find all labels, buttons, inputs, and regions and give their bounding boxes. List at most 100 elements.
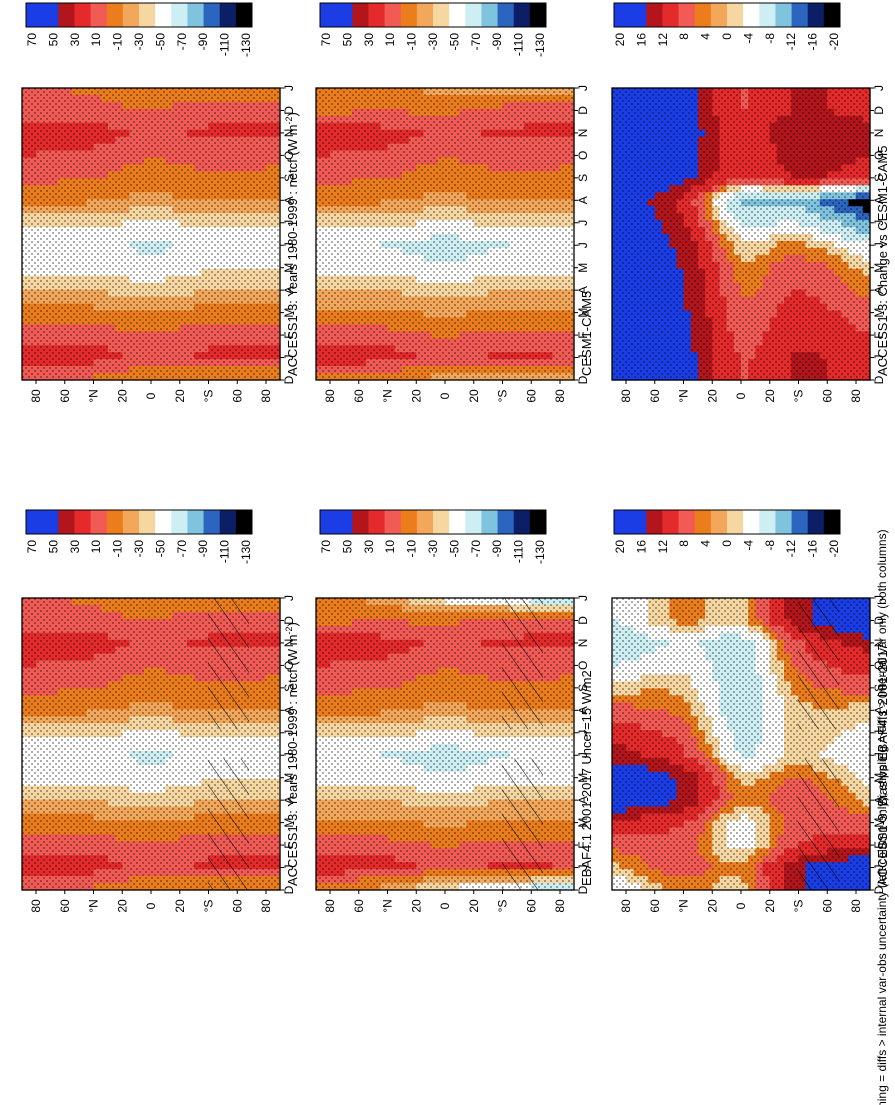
colorbar-label: -10 — [111, 540, 125, 558]
lat-tick-label: °N — [381, 389, 395, 402]
colorbar-swatch — [235, 510, 253, 534]
lat-tick-label: 80 — [29, 389, 43, 403]
lat-tick-label: 60 — [352, 389, 366, 403]
colorbar-swatch — [74, 3, 91, 27]
colorbar-swatch — [187, 3, 204, 27]
colorbar-label: -30 — [132, 33, 146, 51]
colorbar-label: 10 — [89, 33, 103, 47]
month-tick-label: A — [282, 196, 296, 204]
month-tick-label: J — [282, 595, 296, 601]
colorbar-swatch — [497, 3, 515, 27]
colorbar-label: -110 — [512, 33, 526, 56]
lat-tick-label: 80 — [553, 389, 567, 403]
lat-tick-label: 20 — [115, 389, 129, 403]
lat-tick-label: 80 — [259, 389, 273, 403]
colorbar: 70 50 30 10 -10 -30 -50 -70 -90 -110 -130 — [319, 2, 547, 57]
lat-tick-label: 60 — [524, 389, 538, 403]
colorbar-label: -90 — [490, 33, 504, 51]
colorbar-frame — [319, 2, 547, 28]
month-tick-label: J — [576, 242, 590, 248]
colorbar-label: -10 — [111, 33, 125, 51]
colorbar-swatch — [42, 3, 59, 27]
hatching-overlay — [207, 758, 250, 890]
colorbar-label: -110 — [218, 540, 232, 563]
month-tick-label: N — [576, 129, 590, 138]
month-tick-label: J — [282, 355, 296, 361]
colorbar-label: 50 — [340, 33, 354, 47]
colorbar-label: -90 — [196, 33, 210, 51]
lat-tick-label: 60 — [58, 899, 72, 913]
month-tick-label: M — [576, 308, 590, 318]
month-tick-label: A — [576, 196, 590, 204]
lat-tick-label: °N — [87, 899, 101, 912]
month-tick-label: S — [282, 174, 296, 182]
colorbar-label: -50 — [153, 33, 167, 51]
month-tick-label: M — [282, 263, 296, 273]
month-tick-label: D — [282, 375, 296, 384]
month-tick-label: J — [576, 85, 590, 91]
colorbar-label: -10 — [405, 33, 419, 51]
month-tick-label: F — [282, 841, 296, 848]
month-tick-label: J — [576, 220, 590, 226]
colorbar-label: -110 — [218, 33, 232, 56]
month-tick-label: D — [282, 885, 296, 894]
lat-tick-label: °S — [496, 390, 510, 403]
month-tick-label: M — [282, 308, 296, 318]
month-tick-label: J — [282, 730, 296, 736]
colorbar-swatch — [122, 3, 140, 27]
colorbar-swatch — [320, 3, 337, 27]
month-tick-label: S — [282, 684, 296, 692]
colorbar-label: 70 — [25, 540, 39, 554]
lat-tick-label: 60 — [230, 899, 244, 913]
panel-title: CESM1-CAM5 — [579, 291, 594, 376]
colorbar-label: 50 — [46, 540, 60, 554]
lat-tick-label: 80 — [259, 899, 273, 913]
colorbar-swatch — [42, 510, 59, 534]
colorbar-swatch — [122, 510, 140, 534]
month-tick-label: N — [282, 639, 296, 648]
colorbar-swatch — [465, 3, 482, 27]
colorbar-swatch — [90, 510, 108, 534]
colorbar-swatch — [416, 3, 434, 27]
colorbar-label: -130 — [239, 540, 253, 564]
colorbar-swatch — [58, 510, 75, 534]
month-tick-label: M — [576, 263, 590, 273]
colorbar-label: -130 — [239, 33, 253, 57]
month-tick-label: N — [282, 129, 296, 138]
colorbar-swatch — [74, 510, 91, 534]
lat-tick-label: 0 — [438, 392, 452, 399]
month-tick-label: O — [282, 661, 296, 670]
month-tick-label: O — [282, 151, 296, 160]
colorbar-frame — [25, 509, 253, 535]
colorbar-swatch — [26, 510, 43, 534]
colorbar-label: -70 — [175, 33, 189, 51]
colorbar-swatch — [449, 3, 466, 27]
month-tick-label: M — [282, 818, 296, 828]
month-tick-label: S — [576, 174, 590, 182]
month-tick-label: J — [282, 865, 296, 871]
colorbar-label: -70 — [175, 540, 189, 558]
colorbar: 70 50 30 10 -10 -30 -50 -70 -90 -110 -130 — [25, 2, 253, 57]
month-tick-label: J — [282, 242, 296, 248]
colorbar-swatch — [106, 510, 124, 534]
lat-tick-label: 20 — [467, 389, 481, 403]
lat-tick-label: 60 — [58, 389, 72, 403]
month-tick-label: J — [282, 85, 296, 91]
panel-title: ACCESS1-3: Years 1980-1999 : netcf (W m-… — [284, 112, 300, 376]
colorbar-label: 30 — [362, 33, 376, 47]
month-tick-label: D — [282, 106, 296, 115]
colorbar-swatch — [203, 510, 221, 534]
colorbar-swatch — [481, 3, 498, 27]
colorbar-label: -50 — [153, 540, 167, 558]
lat-tick-label: 80 — [29, 899, 43, 913]
colorbar-label: 10 — [383, 33, 397, 47]
month-tick-label: O — [576, 151, 590, 160]
colorbar-label: 70 — [319, 33, 333, 47]
lat-tick-label: 0 — [144, 392, 158, 399]
month-tick-label: J — [282, 220, 296, 226]
colorbar-swatch — [58, 3, 75, 27]
colorbar: 70 50 30 10 -10 -30 -50 -70 -90 -110 -130 — [25, 509, 253, 564]
